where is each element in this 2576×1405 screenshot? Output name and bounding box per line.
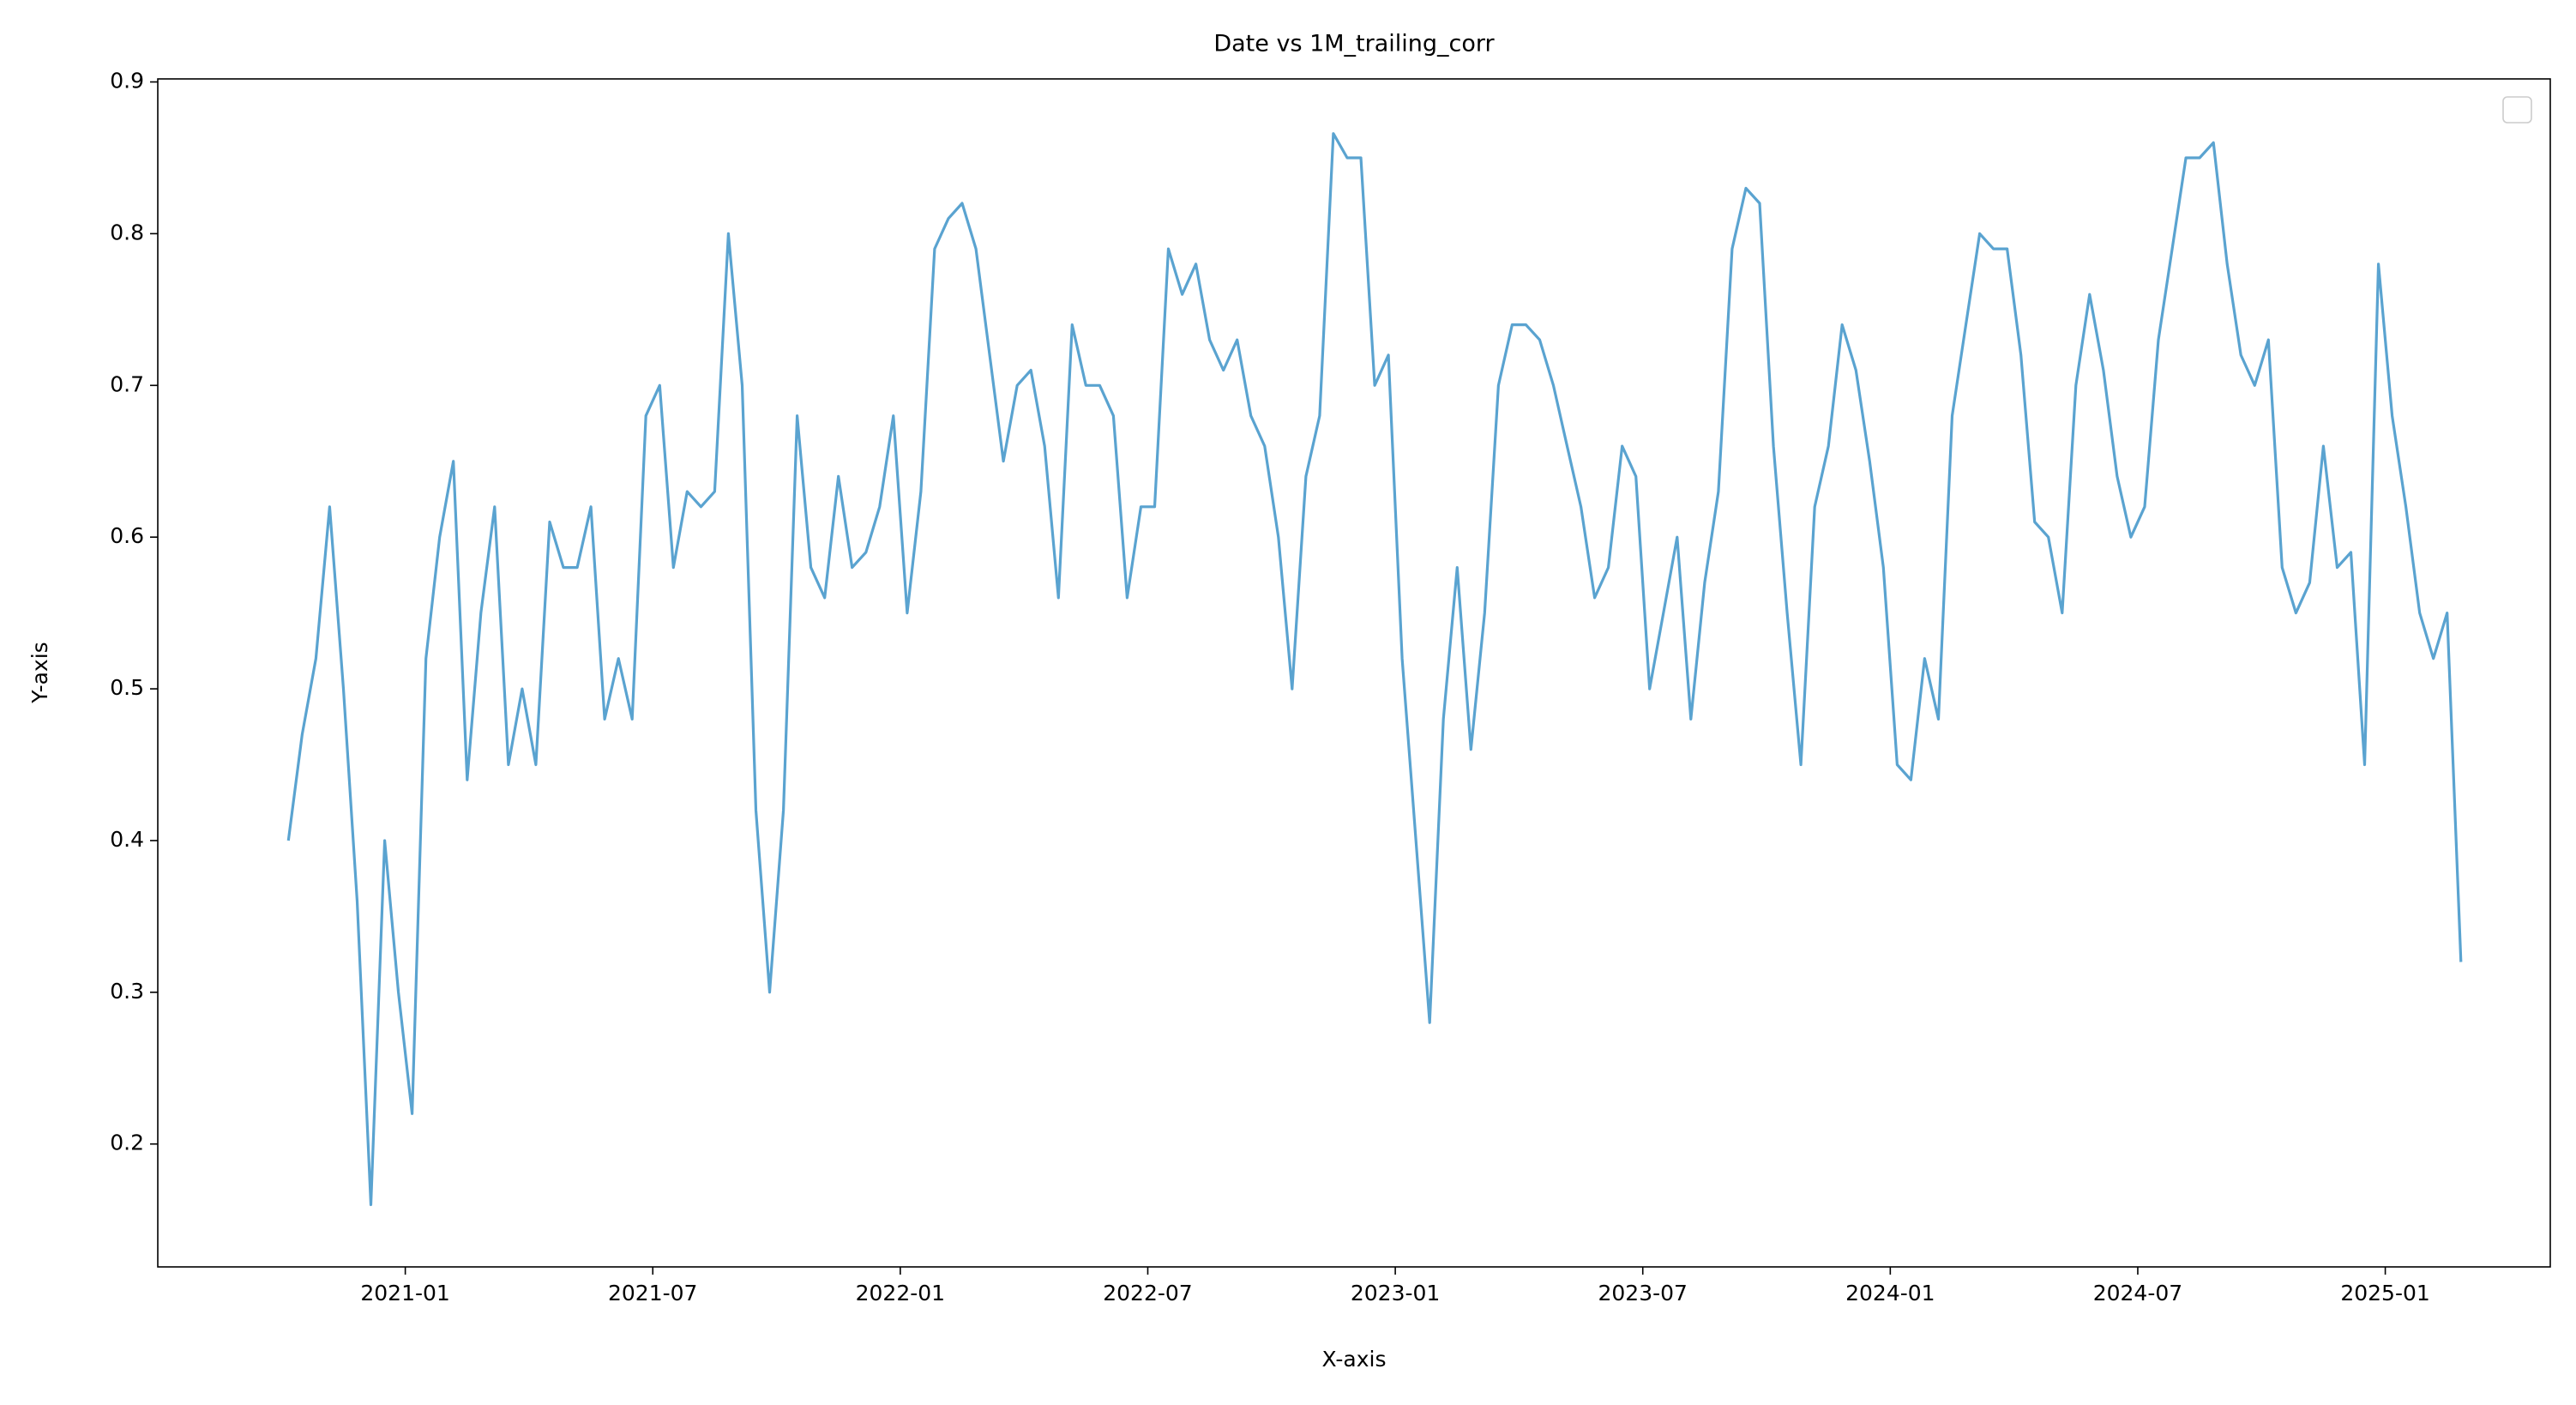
plot-area xyxy=(286,132,2463,1207)
x-tick-label: 2021-01 xyxy=(360,1281,449,1306)
x-axis-label: X-axis xyxy=(1322,1347,1387,1372)
x-tick-label: 2022-01 xyxy=(856,1281,945,1306)
x-tick-label: 2024-07 xyxy=(2093,1281,2182,1306)
x-tick-label: 2023-01 xyxy=(1351,1281,1440,1306)
x-tick-label: 2024-01 xyxy=(1845,1281,1935,1306)
y-axis-label: Y-axis xyxy=(27,642,52,703)
legend-box xyxy=(2502,96,2532,124)
x-tick-label: 2022-07 xyxy=(1103,1281,1192,1306)
x-tick-label: 2025-01 xyxy=(2340,1281,2429,1306)
x-tick-label: 2023-07 xyxy=(1598,1281,1687,1306)
y-tick-label: 0.5 xyxy=(110,675,144,700)
y-tick-label: 0.4 xyxy=(110,827,144,852)
axes-frame xyxy=(157,78,2551,1268)
y-tick-label: 0.3 xyxy=(110,979,144,1004)
y-tick-label: 0.7 xyxy=(110,371,144,396)
x-tick-label: 2021-07 xyxy=(608,1281,697,1306)
y-tick-label: 0.6 xyxy=(110,523,144,548)
chart-title: Date vs 1M_trailing_corr xyxy=(1213,31,1495,57)
y-tick-label: 0.2 xyxy=(110,1131,144,1155)
y-tick-label: 0.8 xyxy=(110,220,144,244)
data-line xyxy=(286,132,2463,1207)
y-tick-label: 0.9 xyxy=(110,69,144,93)
